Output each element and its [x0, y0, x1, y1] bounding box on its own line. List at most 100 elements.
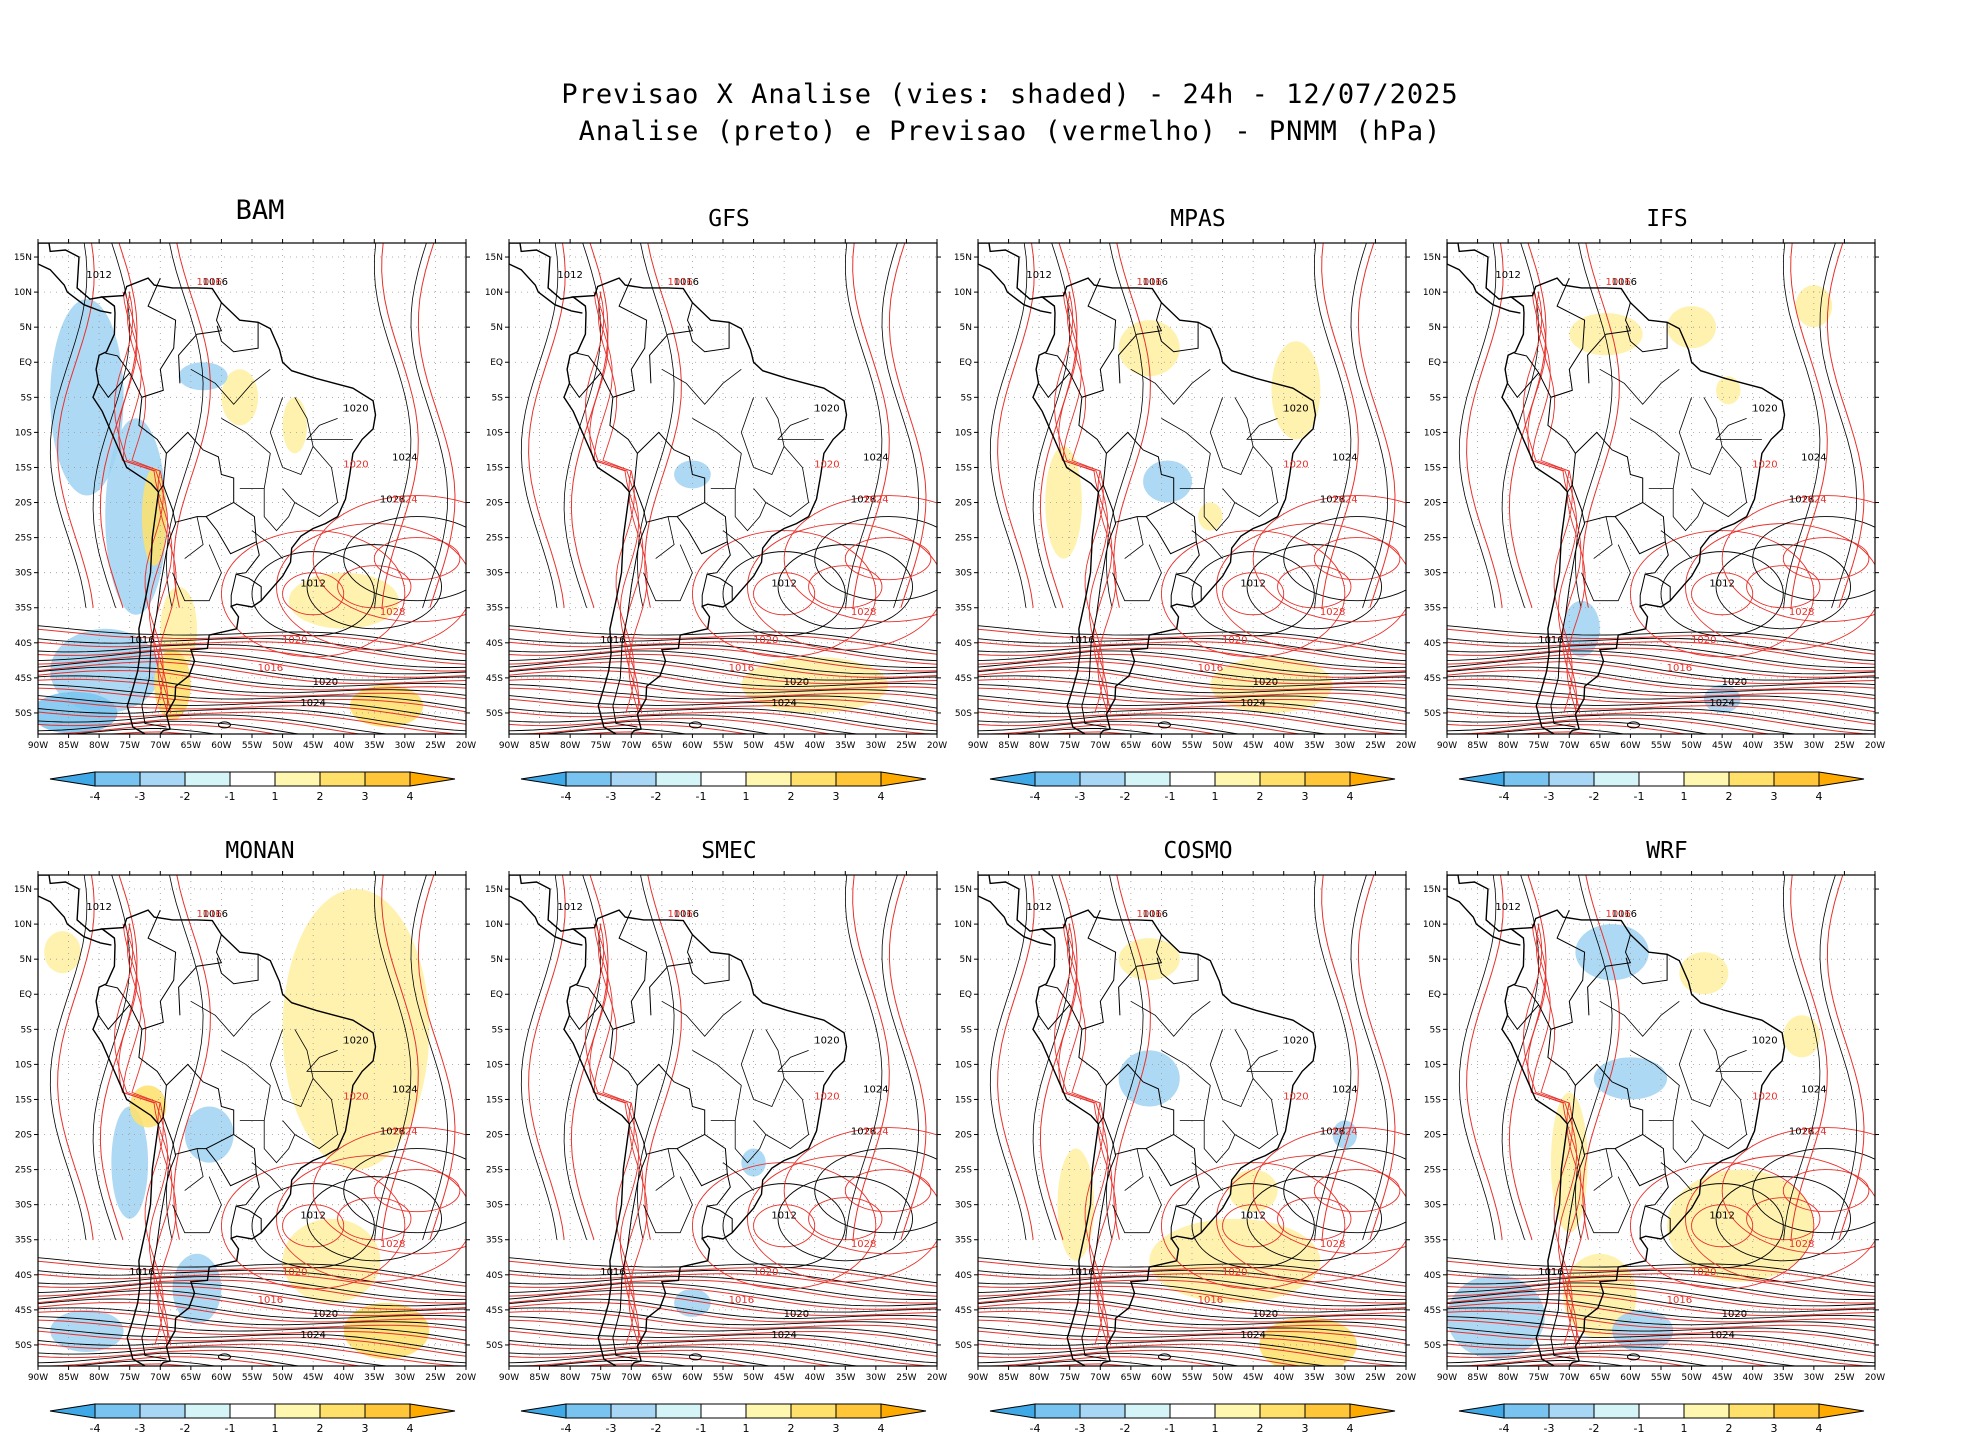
- forecast-isobar: [509, 678, 937, 700]
- isobar-ring: [753, 572, 816, 616]
- forecast-isobar: [173, 243, 211, 608]
- analysis-contour-label: 1024: [300, 1330, 325, 1341]
- forecast-isobar: [509, 628, 937, 655]
- forecast-contour-label: 1016: [1605, 277, 1630, 288]
- forecast-isobar: [38, 1301, 466, 1323]
- lat-label: 5N: [20, 323, 32, 333]
- andes-isobar: [1527, 923, 1578, 1346]
- lat-label: 5N: [1429, 323, 1441, 333]
- analysis-isobar: [1313, 243, 1352, 608]
- forecast-isobar: [57, 875, 95, 1240]
- analysis-isobar: [1447, 650, 1875, 675]
- andes-isobar: [589, 291, 640, 714]
- analysis-isobar: [38, 650, 466, 675]
- analysis-isobar: [509, 684, 937, 709]
- colorbar-label: 3: [362, 790, 369, 803]
- forecast-isobar: [888, 243, 927, 608]
- forecast-isobar: [978, 1349, 1304, 1366]
- country-border: [216, 954, 259, 985]
- isobar-ring: [1685, 523, 1875, 651]
- analysis-isobar: [38, 1340, 466, 1364]
- lat-label: 30S: [15, 569, 32, 579]
- bias-area: [1783, 1015, 1820, 1058]
- forecast-contour-label: 1016: [1667, 663, 1692, 674]
- colorbar-label: -4: [1030, 790, 1041, 803]
- lat-label: 50S: [955, 1341, 972, 1351]
- state-border: [1222, 446, 1279, 518]
- forecast-contour-label: 1024: [392, 1127, 417, 1138]
- lon-label: 20W: [927, 741, 947, 751]
- country-border: [1170, 541, 1200, 607]
- state-border: [692, 1050, 742, 1121]
- analysis-contour-label: 1012: [1495, 902, 1520, 913]
- analysis-contour-label: 1016: [674, 909, 699, 920]
- analysis-isobar: [70, 727, 219, 734]
- map-content: 1012101610201024102810121016102010241016…: [1447, 243, 1875, 734]
- state-border: [1203, 488, 1236, 532]
- analysis-contour-label: 1020: [784, 677, 809, 688]
- state-border: [172, 1176, 222, 1234]
- country-border: [98, 372, 131, 399]
- analysis-contour-label: 1016: [1538, 635, 1563, 646]
- bias-area: [160, 586, 197, 671]
- lat-label: 20S: [486, 499, 503, 509]
- lat-label: 25S: [955, 534, 972, 544]
- forecast-isobar: [509, 724, 751, 734]
- forecast-contour-label: 1024: [392, 495, 417, 506]
- country-border: [1118, 934, 1163, 1016]
- analysis-contour-label: 1012: [300, 579, 325, 590]
- isobar-ring: [312, 495, 466, 623]
- panel-title-monan: MONAN: [225, 838, 295, 864]
- lat-label: 30S: [15, 1201, 32, 1211]
- state-border: [722, 530, 754, 559]
- lat-label: 15N: [485, 885, 503, 895]
- lon-label: 85W: [58, 741, 78, 751]
- isobar-ring: [777, 1176, 913, 1262]
- country-border: [1045, 909, 1117, 1030]
- forecast-isobar: [978, 678, 1406, 700]
- country-border: [1156, 954, 1199, 985]
- analysis-isobar: [38, 1298, 466, 1319]
- isobar-ring: [1216, 1155, 1406, 1283]
- analysis-contour-label: 1020: [313, 677, 338, 688]
- analysis-isobar: [1447, 675, 1875, 696]
- analysis-contour-label: 1016: [1143, 909, 1168, 920]
- coastline: [509, 243, 586, 314]
- lon-label: 70W: [1559, 1373, 1579, 1383]
- country-border: [1644, 1205, 1671, 1233]
- colorbar-label: 2: [788, 790, 795, 803]
- bias-area: [38, 691, 118, 734]
- forecast-isobar: [509, 698, 937, 725]
- country-border: [612, 1116, 648, 1360]
- falkland-islands: [1157, 721, 1171, 729]
- state-border: [282, 1078, 339, 1150]
- analysis-contour-label: 1016: [129, 635, 154, 646]
- state-border: [734, 488, 767, 532]
- forecast-isobar: [38, 641, 466, 665]
- country-border: [1175, 1205, 1202, 1233]
- lon-label: 20W: [456, 1373, 476, 1383]
- analysis-isobar: [978, 708, 1406, 732]
- analysis-isobar: [38, 1316, 466, 1341]
- country-border: [1614, 502, 1666, 555]
- analysis-contour-label: 1020: [343, 1035, 368, 1046]
- analysis-contour-label: 1016: [129, 1267, 154, 1278]
- colorbar-segment: [1638, 1403, 1685, 1419]
- analysis-isobar: [1010, 727, 1159, 734]
- lat-label: EQ: [959, 990, 972, 1000]
- lat-label: 15N: [14, 885, 32, 895]
- colorbar-segment: [1773, 1403, 1820, 1419]
- lon-label: 70W: [150, 741, 170, 751]
- analysis-contour-label: 1024: [1709, 698, 1734, 709]
- analysis-isobar: [509, 657, 937, 681]
- lon-label: 55W: [242, 1373, 262, 1383]
- analysis-isobar: [978, 684, 1406, 709]
- forecast-contour-label: 1028: [1320, 1239, 1345, 1250]
- lon-label: 65W: [652, 1373, 672, 1383]
- state-border: [643, 544, 693, 602]
- state-border: [263, 1120, 296, 1164]
- lat-label: 45S: [955, 674, 972, 684]
- colorbar-label: 2: [317, 1422, 324, 1435]
